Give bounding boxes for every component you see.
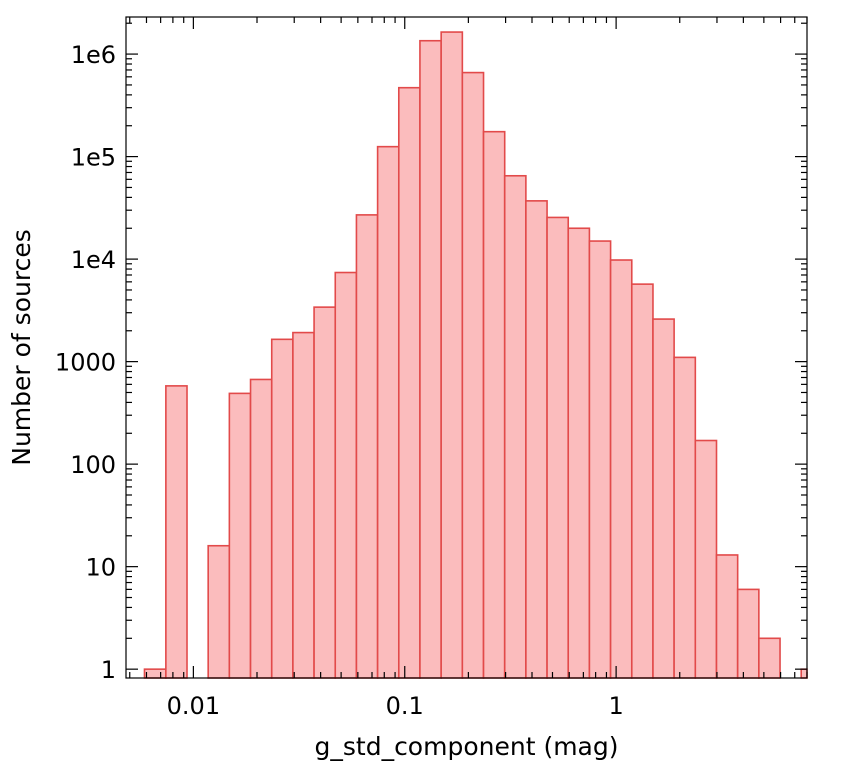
y-tick-label: 1e5 [71, 144, 116, 172]
histogram-bar [292, 331, 315, 679]
x-tick-labels: 0.01 0.1 1 [167, 692, 624, 720]
histogram-bar [376, 145, 400, 679]
histogram-bar [397, 86, 421, 679]
histogram-bar [652, 318, 675, 679]
histogram-bar [143, 668, 167, 679]
histogram-bar [313, 306, 337, 679]
histogram-bar [355, 214, 379, 679]
histogram-bar [249, 378, 273, 679]
histogram-bar [673, 356, 697, 679]
histogram-bar [228, 392, 252, 679]
y-tick-labels: 1 10 100 1000 1e4 1e5 1e6 [55, 41, 116, 684]
histogram-bar [165, 385, 188, 679]
histogram-bar [609, 259, 633, 679]
histogram-bar [207, 544, 231, 679]
histogram-bar [694, 439, 718, 679]
histogram-bar [800, 668, 808, 679]
x-tick-label: 1 [608, 692, 623, 720]
histogram-bar [588, 240, 612, 679]
histogram-bar [715, 554, 739, 679]
histogram-bar [503, 174, 527, 679]
histogram-bar [482, 130, 506, 679]
y-tick-label: 1e6 [71, 41, 116, 69]
histogram-bar [546, 216, 570, 679]
histogram-bar [334, 271, 358, 679]
histogram-bar [736, 588, 760, 679]
histogram-bars [143, 31, 808, 679]
y-tick-label: 1000 [55, 349, 116, 377]
histogram-bar [270, 338, 294, 679]
x-tick-label: 0.01 [167, 692, 220, 720]
histogram-bar [758, 637, 781, 679]
histogram-bar [440, 31, 464, 679]
x-tick-label: 0.1 [386, 692, 424, 720]
histogram-bar [630, 283, 654, 679]
histogram-bar [419, 39, 442, 679]
y-tick-label: 100 [70, 451, 116, 479]
y-tick-label: 10 [85, 554, 116, 582]
plot-frame [125, 16, 808, 679]
y-tick-label: 1 [101, 656, 116, 684]
histogram-bar [461, 71, 485, 679]
histogram-bar [567, 227, 591, 679]
histogram-bar [525, 200, 548, 679]
y-tick-label: 1e4 [71, 246, 116, 274]
y-axis-label: Number of sources [7, 229, 36, 465]
axis-ticks [126, 17, 808, 678]
x-axis-label: g_std_component (mag) [315, 732, 619, 761]
